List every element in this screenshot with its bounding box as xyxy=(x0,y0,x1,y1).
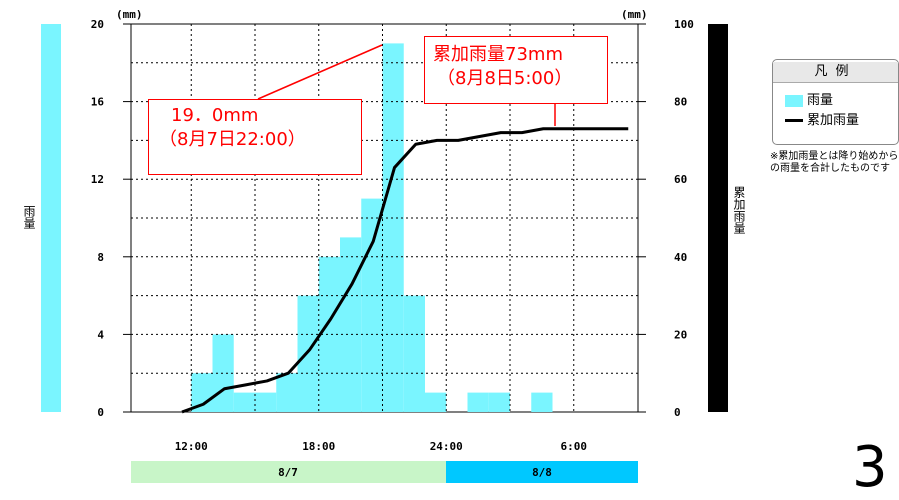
rain-bar xyxy=(382,43,404,413)
rain-bar xyxy=(361,198,383,412)
rain-bar xyxy=(212,334,234,412)
legend-cumulative-label: 累加雨量 xyxy=(807,113,860,128)
left-axis-label: 雨量 xyxy=(22,205,36,229)
rain-bar xyxy=(340,237,362,412)
cumulative-swatch xyxy=(785,119,803,122)
legend-item-cumulative: 累加雨量 xyxy=(785,112,859,130)
rain-bar xyxy=(403,295,425,412)
max-hourly-value: 19．0mm xyxy=(171,105,259,126)
rain-bar xyxy=(488,392,510,412)
total-annotation: 累加雨量73mm （8月8日5:00） xyxy=(424,36,608,104)
legend-rain-label: 雨量 xyxy=(807,93,834,108)
date-band-label: 8/7 xyxy=(278,466,298,479)
left-tick-label: 0 xyxy=(97,406,104,419)
max-hourly-annotation: 19．0mm （8月7日22:00） xyxy=(148,99,362,175)
right-axis-label: 累加雨量 xyxy=(732,186,746,234)
date-band-label: 8/8 xyxy=(532,466,552,479)
rain-bar xyxy=(255,392,277,412)
rain-bar xyxy=(531,392,553,412)
x-tick-label: 18:00 xyxy=(302,440,335,453)
rain-bar xyxy=(276,373,298,412)
max-hourly-leader xyxy=(257,44,383,100)
rain-bar xyxy=(318,256,340,412)
left-tick-label: 20 xyxy=(91,18,104,31)
rain-bar xyxy=(233,392,255,412)
cumulative-axis-strip xyxy=(708,24,728,412)
right-tick-label: 40 xyxy=(674,251,687,264)
left-tick-label: 8 xyxy=(97,251,104,264)
rain-bar xyxy=(467,392,489,412)
x-tick-label: 6:00 xyxy=(561,440,588,453)
left-unit: (mm) xyxy=(116,8,143,21)
total-value: 累加雨量73mm xyxy=(433,44,563,65)
cumulative-line xyxy=(181,127,629,414)
rain-swatch xyxy=(785,94,803,107)
rain-bar xyxy=(425,392,447,412)
page-number: 3 xyxy=(852,435,888,500)
max-hourly-time: （8月7日22:00） xyxy=(159,129,306,150)
cumulative-note: ※累加雨量とは降り始めからの雨量を合計したものです xyxy=(770,151,899,174)
right-tick-label: 60 xyxy=(674,173,687,186)
right-unit: (mm) xyxy=(621,8,648,21)
legend-title: 凡例 xyxy=(773,62,898,83)
x-tick-label: 24:00 xyxy=(430,440,463,453)
legend: 凡例 雨量 累加雨量 xyxy=(772,59,899,145)
rain-axis-strip xyxy=(41,24,61,412)
left-tick-label: 4 xyxy=(97,328,104,341)
right-tick-label: 80 xyxy=(674,96,687,109)
total-time: （8月8日5:00） xyxy=(437,68,573,89)
left-tick-label: 12 xyxy=(91,173,104,186)
right-tick-label: 100 xyxy=(674,18,694,31)
x-tick-label: 12:00 xyxy=(175,440,208,453)
date-band-8-8 xyxy=(446,461,638,483)
right-tick-label: 20 xyxy=(674,328,687,341)
legend-item-rain: 雨量 xyxy=(785,92,833,110)
date-band-8-7 xyxy=(131,461,446,483)
left-tick-label: 16 xyxy=(91,96,105,109)
rain-bar xyxy=(297,295,319,412)
right-tick-label: 0 xyxy=(674,406,681,419)
